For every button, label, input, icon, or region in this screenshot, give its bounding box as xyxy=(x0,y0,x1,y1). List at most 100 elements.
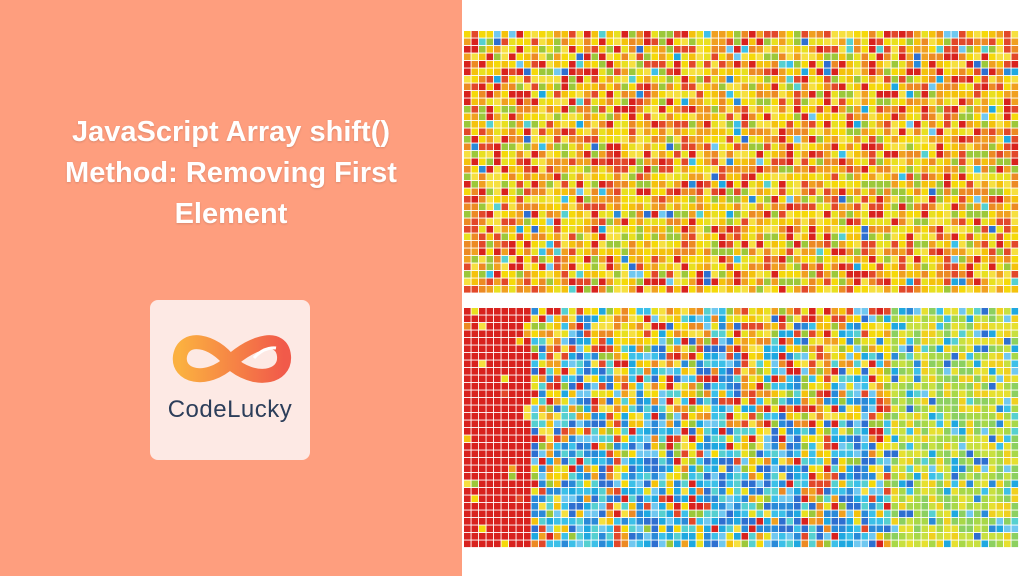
heatmap-cell xyxy=(861,450,869,458)
heatmap-cell xyxy=(771,458,779,465)
heatmap-cell xyxy=(884,383,891,390)
heatmap-cell xyxy=(681,233,689,241)
heatmap-cell xyxy=(959,503,966,510)
heatmap-cell xyxy=(689,413,696,420)
heatmap-cell xyxy=(756,278,764,286)
heatmap-cell xyxy=(719,323,726,330)
heatmap-cell xyxy=(509,495,516,503)
heatmap-cell xyxy=(479,76,486,83)
heatmap-cell xyxy=(576,473,584,480)
heatmap-cell xyxy=(824,46,831,53)
heatmap-cell xyxy=(869,473,876,480)
heatmap-cell xyxy=(794,473,801,480)
heatmap-cell xyxy=(786,323,794,330)
heatmap-cell xyxy=(1004,533,1011,540)
heatmap-cell xyxy=(861,226,869,233)
heatmap-cell xyxy=(584,450,591,458)
heatmap-cell xyxy=(614,360,621,368)
heatmap-cell xyxy=(494,338,501,345)
heatmap-cell xyxy=(884,271,891,278)
heatmap-cell xyxy=(921,383,929,390)
heatmap-cell xyxy=(719,315,726,323)
heatmap-cell xyxy=(711,278,719,286)
heatmap-cell xyxy=(899,166,906,173)
heatmap-cell xyxy=(801,166,809,173)
heatmap-cell xyxy=(981,443,989,450)
heatmap-cell xyxy=(636,413,644,420)
heatmap-cell xyxy=(629,286,636,293)
heatmap-cell xyxy=(531,91,539,98)
heatmap-cell xyxy=(726,450,734,458)
heatmap-cell xyxy=(486,315,494,323)
heatmap-cell xyxy=(1011,136,1019,143)
heatmap-cell xyxy=(786,143,794,151)
heatmap-cell xyxy=(929,353,936,360)
heatmap-cell xyxy=(734,278,741,286)
heatmap-cell xyxy=(726,158,734,166)
heatmap-cell xyxy=(681,158,689,166)
heatmap-cell xyxy=(471,31,479,38)
heatmap-cell xyxy=(959,38,966,46)
heatmap-cell xyxy=(846,315,854,323)
heatmap-cell xyxy=(734,525,741,533)
heatmap-cell xyxy=(599,83,606,91)
heatmap-cell xyxy=(944,91,951,98)
heatmap-cell xyxy=(944,211,951,218)
heatmap-cell xyxy=(726,241,734,248)
heatmap-cell xyxy=(606,61,614,68)
heatmap-cell xyxy=(606,68,614,76)
heatmap-cell xyxy=(666,31,674,38)
heatmap-cell xyxy=(899,330,906,338)
heatmap-cell xyxy=(1004,136,1011,143)
heatmap-cell xyxy=(764,503,771,510)
heatmap-cell xyxy=(464,68,471,76)
heatmap-cell xyxy=(786,46,794,53)
heatmap-cell xyxy=(554,480,561,488)
heatmap-cell xyxy=(554,106,561,113)
heatmap-cell xyxy=(749,218,756,226)
heatmap-cell xyxy=(561,113,569,121)
heatmap-cell xyxy=(831,368,839,375)
heatmap-cell xyxy=(584,98,591,106)
heatmap-cell xyxy=(914,188,921,196)
heatmap-cell xyxy=(996,458,1004,465)
heatmap-cell xyxy=(704,390,711,398)
heatmap-cell xyxy=(651,151,659,158)
heatmap-cell xyxy=(696,458,704,465)
heatmap-cell xyxy=(696,398,704,405)
heatmap-cell xyxy=(801,458,809,465)
heatmap-cell xyxy=(839,256,846,263)
heatmap-cell xyxy=(959,256,966,263)
heatmap-cell xyxy=(509,473,516,480)
heatmap-cell xyxy=(711,98,719,106)
heatmap-cell xyxy=(471,248,479,256)
heatmap-cell xyxy=(921,525,929,533)
heatmap-cell xyxy=(801,518,809,525)
heatmap-cell xyxy=(576,106,584,113)
heatmap-cell xyxy=(966,330,974,338)
heatmap-cell xyxy=(1011,413,1019,420)
heatmap-cell xyxy=(794,390,801,398)
heatmap-cell xyxy=(981,353,989,360)
heatmap-cell xyxy=(464,510,471,518)
heatmap-cell xyxy=(884,218,891,226)
heatmap-cell xyxy=(636,38,644,46)
heatmap-cell xyxy=(524,398,531,405)
heatmap-cell xyxy=(756,46,764,53)
heatmap-cell xyxy=(786,218,794,226)
heatmap-cell xyxy=(479,286,486,293)
heatmap-cell xyxy=(636,158,644,166)
heatmap-cell xyxy=(494,211,501,218)
heatmap-cell xyxy=(501,450,509,458)
heatmap-cell xyxy=(869,398,876,405)
heatmap-cell xyxy=(711,383,719,390)
heatmap-cell xyxy=(801,525,809,533)
heatmap-cell xyxy=(981,46,989,53)
heatmap-cell xyxy=(606,405,614,413)
heatmap-cell xyxy=(531,226,539,233)
heatmap-cell xyxy=(554,308,561,315)
heatmap-cell xyxy=(711,46,719,53)
heatmap-cell xyxy=(779,368,786,375)
heatmap-cell xyxy=(561,121,569,128)
heatmap-cell xyxy=(771,510,779,518)
